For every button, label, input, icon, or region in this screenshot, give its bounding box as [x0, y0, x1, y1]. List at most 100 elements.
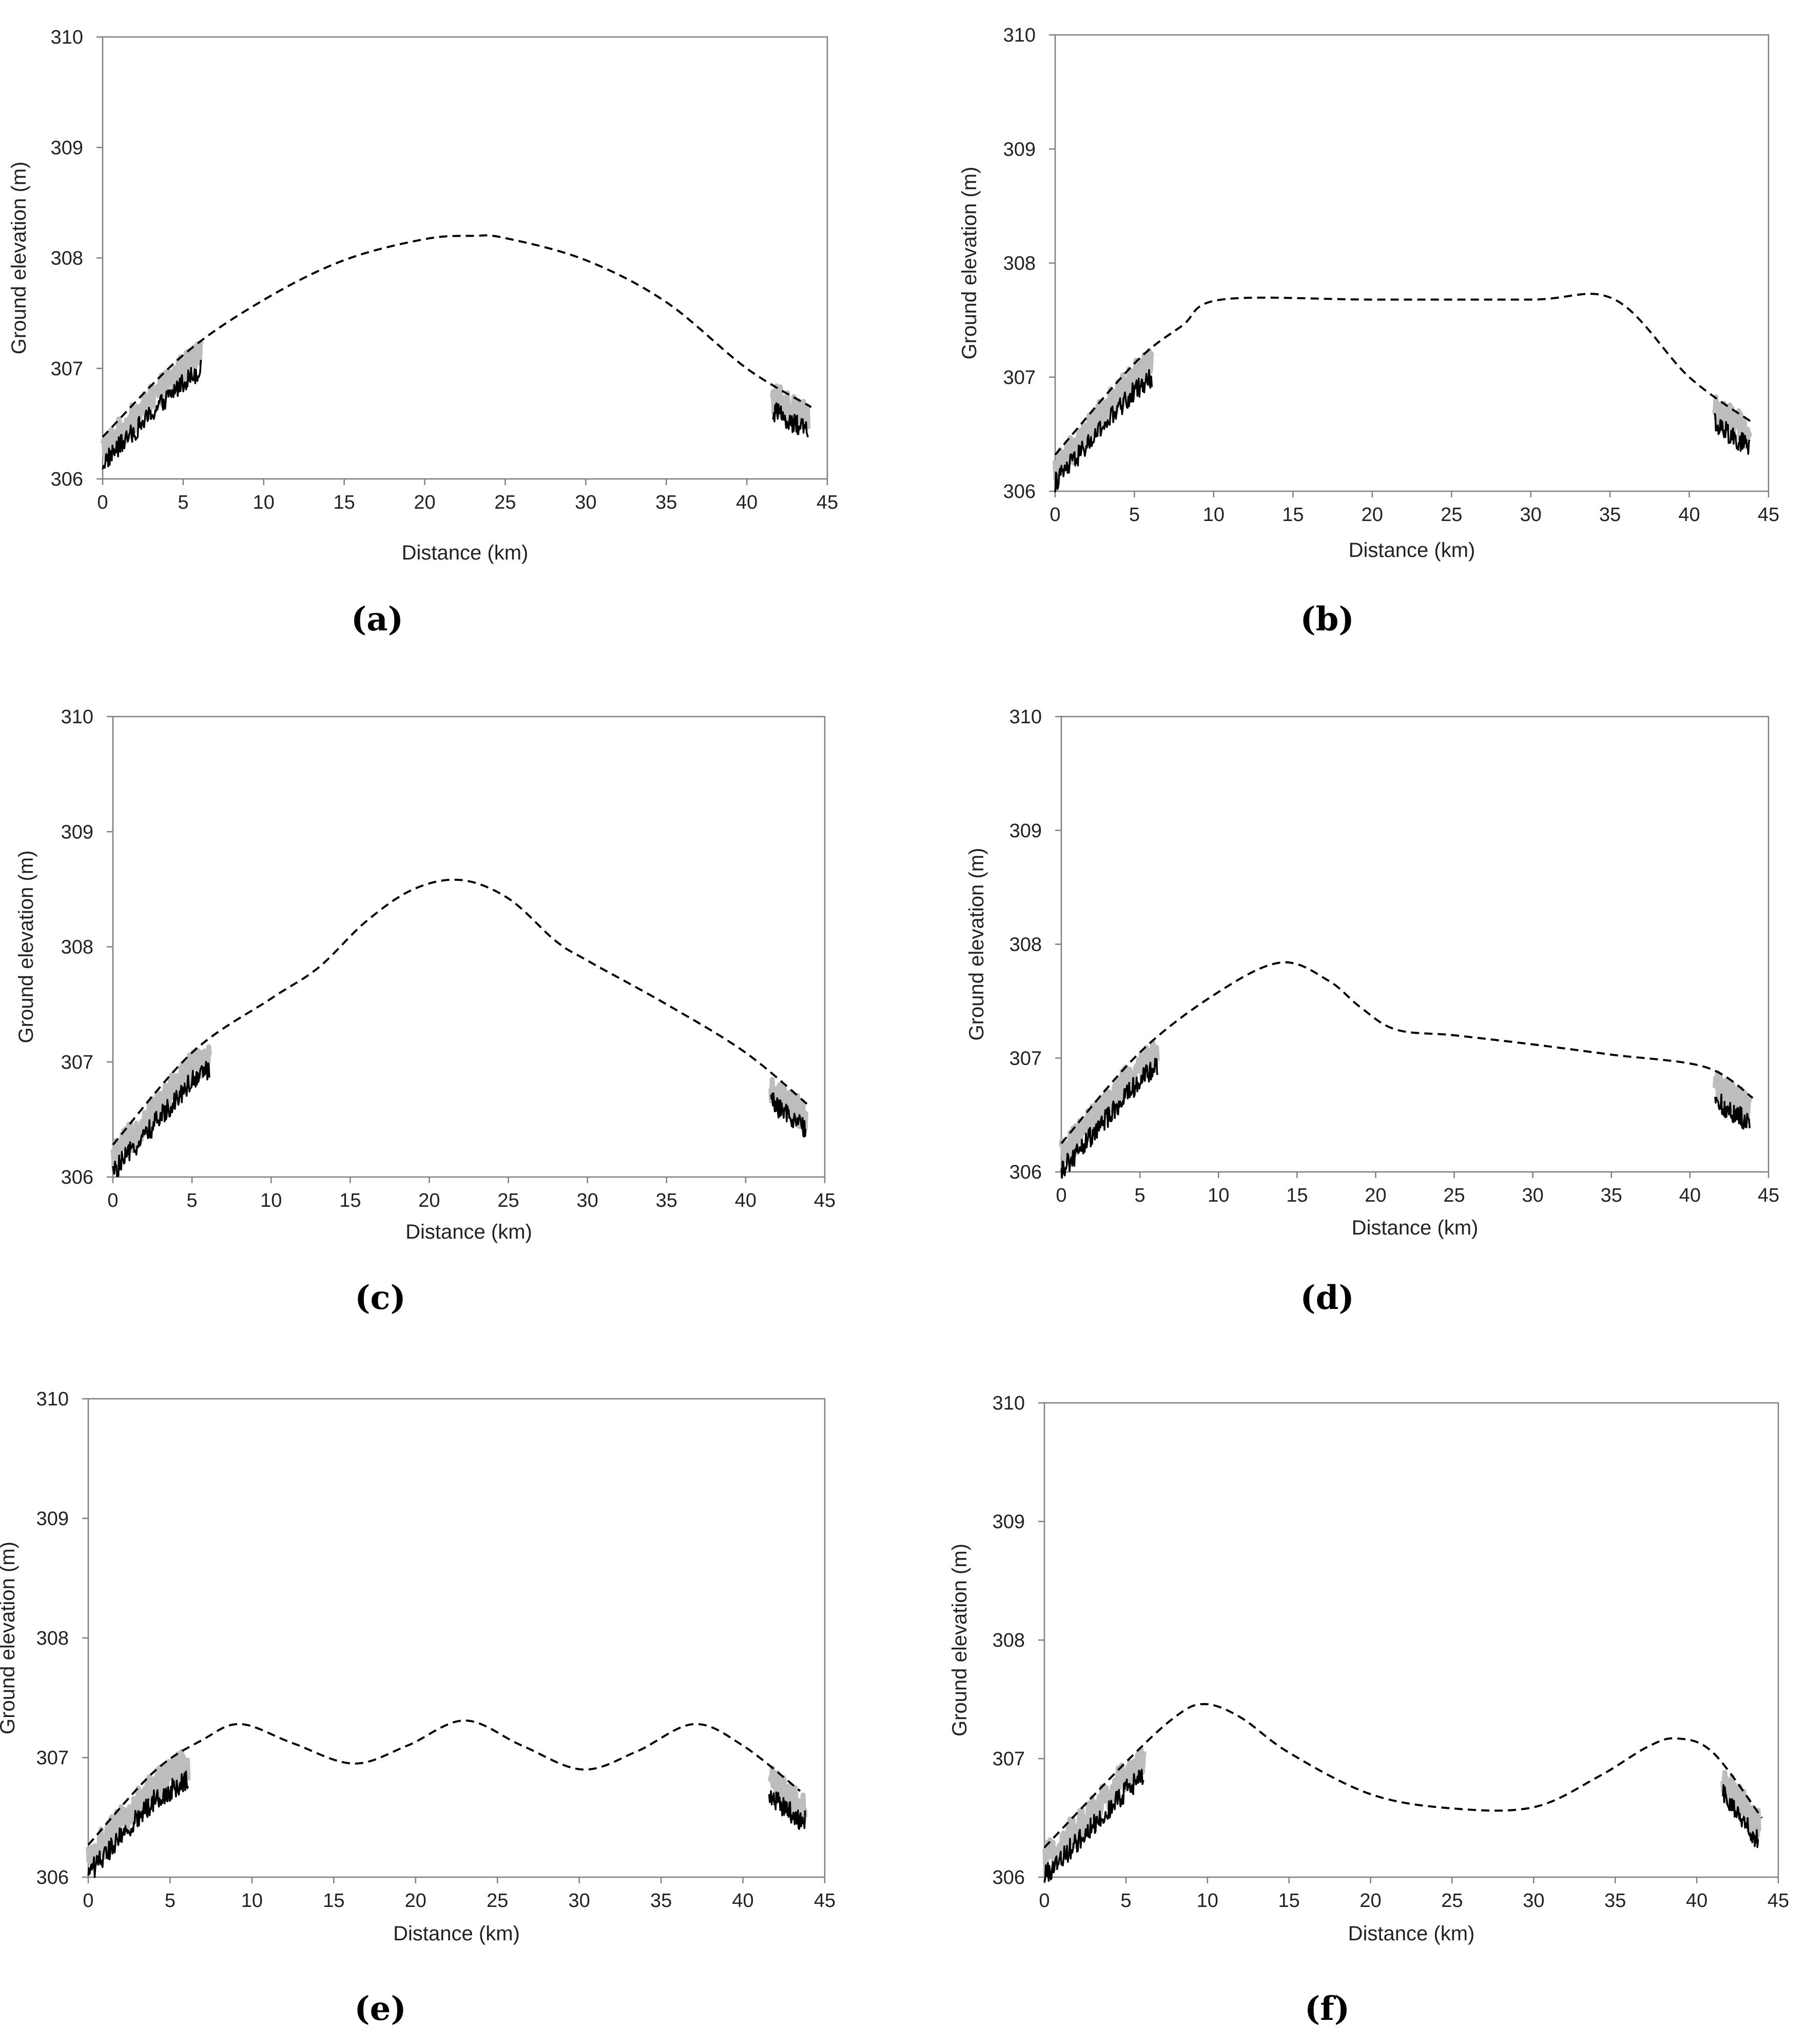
panel-label: (b): [1300, 600, 1354, 639]
y-tick-label: 306: [1009, 1162, 1042, 1183]
y-tick-label: 309: [993, 1511, 1025, 1533]
y-tick-label: 309: [61, 821, 93, 843]
y-tick-label: 308: [61, 937, 93, 958]
measured-profile-line: [772, 402, 809, 438]
x-tick-label: 35: [1599, 504, 1621, 526]
x-tick-label: 15: [339, 1190, 361, 1211]
y-tick-label: 309: [51, 137, 83, 159]
x-tick-label: 45: [1768, 1890, 1789, 1912]
y-tick-label: 308: [993, 1630, 1025, 1651]
x-tick-label: 30: [577, 1190, 598, 1211]
measured-profile-line: [768, 1790, 806, 1830]
x-tick-label: 5: [1129, 504, 1140, 526]
x-tick-label: 25: [487, 1890, 508, 1912]
measured-range-band: [86, 1749, 191, 1871]
y-tick-label: 307: [36, 1747, 69, 1769]
x-tick-label: 30: [1523, 1890, 1544, 1912]
y-axis-title: Ground elevation (m): [15, 851, 37, 1044]
chart-panel-3: 0 5 10 15 20 25 30 35 40 45 306 307 308 309 310 Distanc…: [15, 706, 836, 1317]
y-tick-label: 306: [36, 1867, 69, 1888]
dashed-profile-line: [1060, 961, 1754, 1144]
x-tick-label: 5: [1135, 1185, 1145, 1206]
x-tick-label: 30: [575, 492, 596, 513]
x-tick-label: 45: [1758, 1185, 1779, 1206]
y-tick-label: 308: [1003, 253, 1036, 275]
x-axis-title: Distance (km): [1352, 1217, 1479, 1239]
x-tick-label: 40: [735, 1190, 756, 1211]
y-tick-label: 310: [51, 27, 83, 48]
y-tick-label: 308: [1009, 934, 1042, 956]
panel-label: (c): [355, 1279, 406, 1317]
chart-panel-2: 0 5 10 15 20 25 30 35 40 45 306 307 308 309 310 Distanc…: [958, 25, 1779, 639]
measured-range-band: [1712, 394, 1752, 450]
plot-frame: [102, 36, 828, 480]
x-tick-label: 30: [1520, 504, 1542, 526]
x-tick-label: 35: [1601, 1185, 1622, 1206]
chart-panel-6: 0 5 10 15 20 25 30 35 40 45 306 307 308 309 310 Distanc…: [948, 1393, 1789, 2028]
y-tick-label: 307: [1003, 367, 1036, 389]
y-tick-label: 308: [51, 248, 83, 269]
measured-profile-line: [1043, 1768, 1144, 1883]
x-tick-label: 25: [1441, 1890, 1463, 1912]
x-tick-label: 25: [1443, 1185, 1465, 1206]
measured-range-band: [1059, 1040, 1160, 1165]
dashed-profile-line: [102, 234, 812, 438]
x-axis-title: Distance (km): [402, 542, 529, 564]
measured-range-band: [1053, 348, 1155, 483]
dashed-profile-line: [112, 878, 810, 1146]
plot-frame: [87, 1398, 826, 1878]
x-tick-label: 40: [1678, 504, 1700, 526]
measured-profile-line: [1060, 1057, 1158, 1179]
x-tick-label: 0: [1039, 1890, 1050, 1912]
measured-profile-line: [102, 359, 202, 470]
x-tick-label: 5: [187, 1190, 198, 1211]
x-tick-label: 0: [107, 1190, 118, 1211]
x-tick-label: 35: [1604, 1890, 1626, 1912]
x-tick-label: 35: [650, 1890, 672, 1912]
y-tick-label: 307: [51, 358, 83, 380]
measured-range-band: [110, 1044, 212, 1173]
panel-label: (d): [1300, 1279, 1354, 1317]
x-axis-title: Distance (km): [405, 1221, 532, 1243]
measured-profile-line: [1714, 1093, 1751, 1130]
x-tick-label: 25: [497, 1190, 519, 1211]
chart-panel-5: 0 5 10 15 20 25 30 35 40 45 306 307 308 309 310 Distanc…: [0, 1389, 836, 2028]
x-tick-label: 40: [732, 1890, 753, 1912]
panel-label: (f): [1305, 1990, 1350, 2028]
x-tick-label: 35: [655, 492, 677, 513]
x-tick-label: 0: [83, 1890, 93, 1912]
measured-profile-line: [112, 1060, 210, 1178]
x-tick-label: 10: [1203, 504, 1225, 526]
x-tick-label: 25: [494, 492, 516, 513]
x-tick-label: 0: [1056, 1185, 1066, 1206]
y-tick-label: 307: [61, 1052, 93, 1073]
x-tick-label: 10: [260, 1190, 282, 1211]
y-tick-label: 307: [1009, 1048, 1042, 1069]
x-tick-label: 20: [418, 1190, 440, 1211]
y-tick-label: 310: [1009, 706, 1042, 728]
measured-profile-line: [770, 1092, 807, 1138]
y-tick-label: 306: [51, 469, 83, 490]
x-tick-label: 15: [323, 1890, 344, 1912]
y-axis-title: Ground elevation (m): [8, 162, 30, 355]
x-tick-label: 45: [814, 1890, 836, 1912]
y-tick-label: 309: [1009, 820, 1042, 842]
y-tick-label: 310: [61, 706, 93, 728]
y-tick-label: 310: [993, 1393, 1025, 1414]
panel-label: (a): [351, 600, 403, 639]
x-tick-label: 20: [1365, 1185, 1386, 1206]
x-tick-label: 10: [1197, 1890, 1218, 1912]
x-tick-label: 20: [405, 1890, 426, 1912]
y-axis-title: Ground elevation (m): [0, 1541, 19, 1734]
x-tick-label: 40: [736, 492, 758, 513]
x-tick-label: 15: [1282, 504, 1304, 526]
measured-profile-line: [1714, 413, 1751, 455]
x-tick-label: 5: [1120, 1890, 1131, 1912]
x-tick-label: 35: [656, 1190, 677, 1211]
x-tick-label: 5: [178, 492, 188, 513]
x-tick-label: 5: [165, 1890, 176, 1912]
x-tick-label: 25: [1441, 504, 1462, 526]
plot-frame: [1060, 716, 1770, 1173]
x-tick-label: 0: [1050, 504, 1060, 526]
x-tick-label: 30: [1522, 1185, 1544, 1206]
